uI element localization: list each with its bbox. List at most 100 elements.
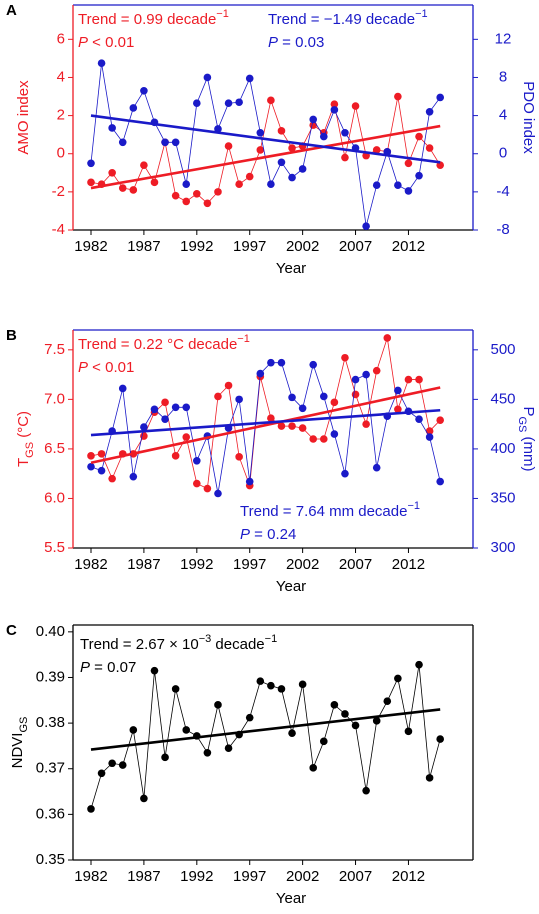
- x-tick-label: 2002: [286, 868, 319, 885]
- point: [245, 74, 254, 83]
- annotation: Trend = 0.22 °C decade−1: [78, 333, 250, 353]
- text-part: P: [520, 406, 537, 416]
- point: [87, 452, 95, 460]
- point: [214, 188, 222, 196]
- text-part: (mm): [520, 432, 537, 471]
- point: [118, 384, 127, 393]
- point: [341, 710, 349, 718]
- x-tick-label: 1992: [180, 238, 213, 255]
- y-axis-label: AMO index: [15, 80, 32, 155]
- point: [224, 744, 233, 753]
- point: [214, 701, 222, 709]
- point: [436, 477, 444, 486]
- y2-tick-label: 0: [499, 145, 507, 162]
- series-line: [90, 664, 441, 810]
- point: [256, 146, 265, 154]
- point: [182, 726, 191, 734]
- text-part: PDO index: [520, 81, 537, 154]
- point: [415, 171, 423, 180]
- y2-tick-label: -8: [496, 221, 509, 238]
- point: [362, 786, 370, 795]
- point: [394, 92, 402, 101]
- point: [351, 102, 360, 110]
- text-part: −1: [237, 333, 250, 345]
- x-tick-label: 2002: [286, 238, 319, 255]
- y-tick-label: 6.0: [44, 489, 65, 506]
- series-line: [90, 362, 441, 494]
- y2-axis-label: PGS (mm): [516, 406, 537, 471]
- text-part: P: [80, 659, 90, 676]
- x-tick-label: 2012: [392, 556, 425, 573]
- point: [193, 457, 201, 465]
- x-tick-label: 1997: [233, 556, 266, 573]
- text-part: Trend = 0.99 decade: [78, 11, 216, 28]
- point: [288, 393, 296, 402]
- point: [298, 424, 307, 432]
- point: [394, 405, 402, 414]
- point: [224, 99, 233, 107]
- panel-letter: A: [6, 2, 17, 19]
- x-tick-label: 2007: [339, 868, 372, 885]
- point: [309, 435, 318, 443]
- x-axis-label: Year: [276, 260, 306, 277]
- annotation: P < 0.01: [78, 34, 134, 51]
- point: [129, 726, 138, 734]
- point: [118, 761, 127, 769]
- point: [245, 172, 254, 181]
- point: [425, 144, 434, 152]
- x-tick-label: 1992: [180, 868, 213, 885]
- point: [277, 158, 286, 167]
- point: [319, 435, 328, 443]
- point: [415, 660, 423, 669]
- trend-line: [90, 408, 441, 437]
- point: [118, 184, 127, 192]
- y2-tick-label: 450: [490, 390, 515, 407]
- point: [203, 484, 212, 493]
- annotation: Trend = 7.64 mm decade−1: [240, 500, 420, 520]
- y-tick-label: 2: [57, 107, 65, 124]
- text-part: GS: [516, 416, 528, 432]
- x-tick-label: 1982: [74, 868, 107, 885]
- point: [214, 125, 222, 133]
- y-axis-label: TGS (°C): [15, 411, 36, 467]
- point: [309, 115, 318, 124]
- point: [140, 423, 148, 431]
- point: [193, 189, 201, 198]
- y-tick-label: 0.37: [36, 760, 65, 777]
- point: [171, 138, 180, 147]
- y-tick-label: 0.39: [36, 668, 65, 685]
- point: [372, 181, 381, 189]
- point: [118, 138, 127, 147]
- point: [330, 398, 339, 407]
- point: [351, 721, 360, 730]
- panel-letter: C: [6, 622, 17, 639]
- point: [129, 104, 138, 112]
- point: [214, 489, 222, 498]
- point: [87, 178, 95, 187]
- annotation: P = 0.24: [240, 526, 296, 543]
- point: [129, 472, 138, 481]
- y-tick-label: 7.0: [44, 390, 65, 407]
- text-part: −1: [265, 633, 278, 645]
- point: [351, 390, 360, 399]
- text-part: Trend = −1.49 decade: [268, 11, 415, 28]
- point: [404, 727, 413, 736]
- point: [277, 422, 286, 430]
- point: [214, 392, 222, 401]
- point: [362, 420, 370, 428]
- y-tick-label: 0.35: [36, 851, 65, 868]
- point: [267, 358, 275, 367]
- x-tick-label: 2007: [339, 556, 372, 573]
- y-tick-label: 4: [57, 68, 65, 85]
- point: [267, 681, 275, 690]
- y2-tick-label: 4: [499, 107, 507, 124]
- point: [372, 146, 381, 154]
- point: [330, 430, 339, 438]
- text-part: decade: [211, 636, 264, 653]
- text-part: (°C): [15, 411, 32, 442]
- text-part: P: [240, 526, 250, 543]
- point: [161, 398, 169, 407]
- point: [245, 713, 254, 722]
- point: [87, 462, 95, 471]
- point: [235, 98, 243, 107]
